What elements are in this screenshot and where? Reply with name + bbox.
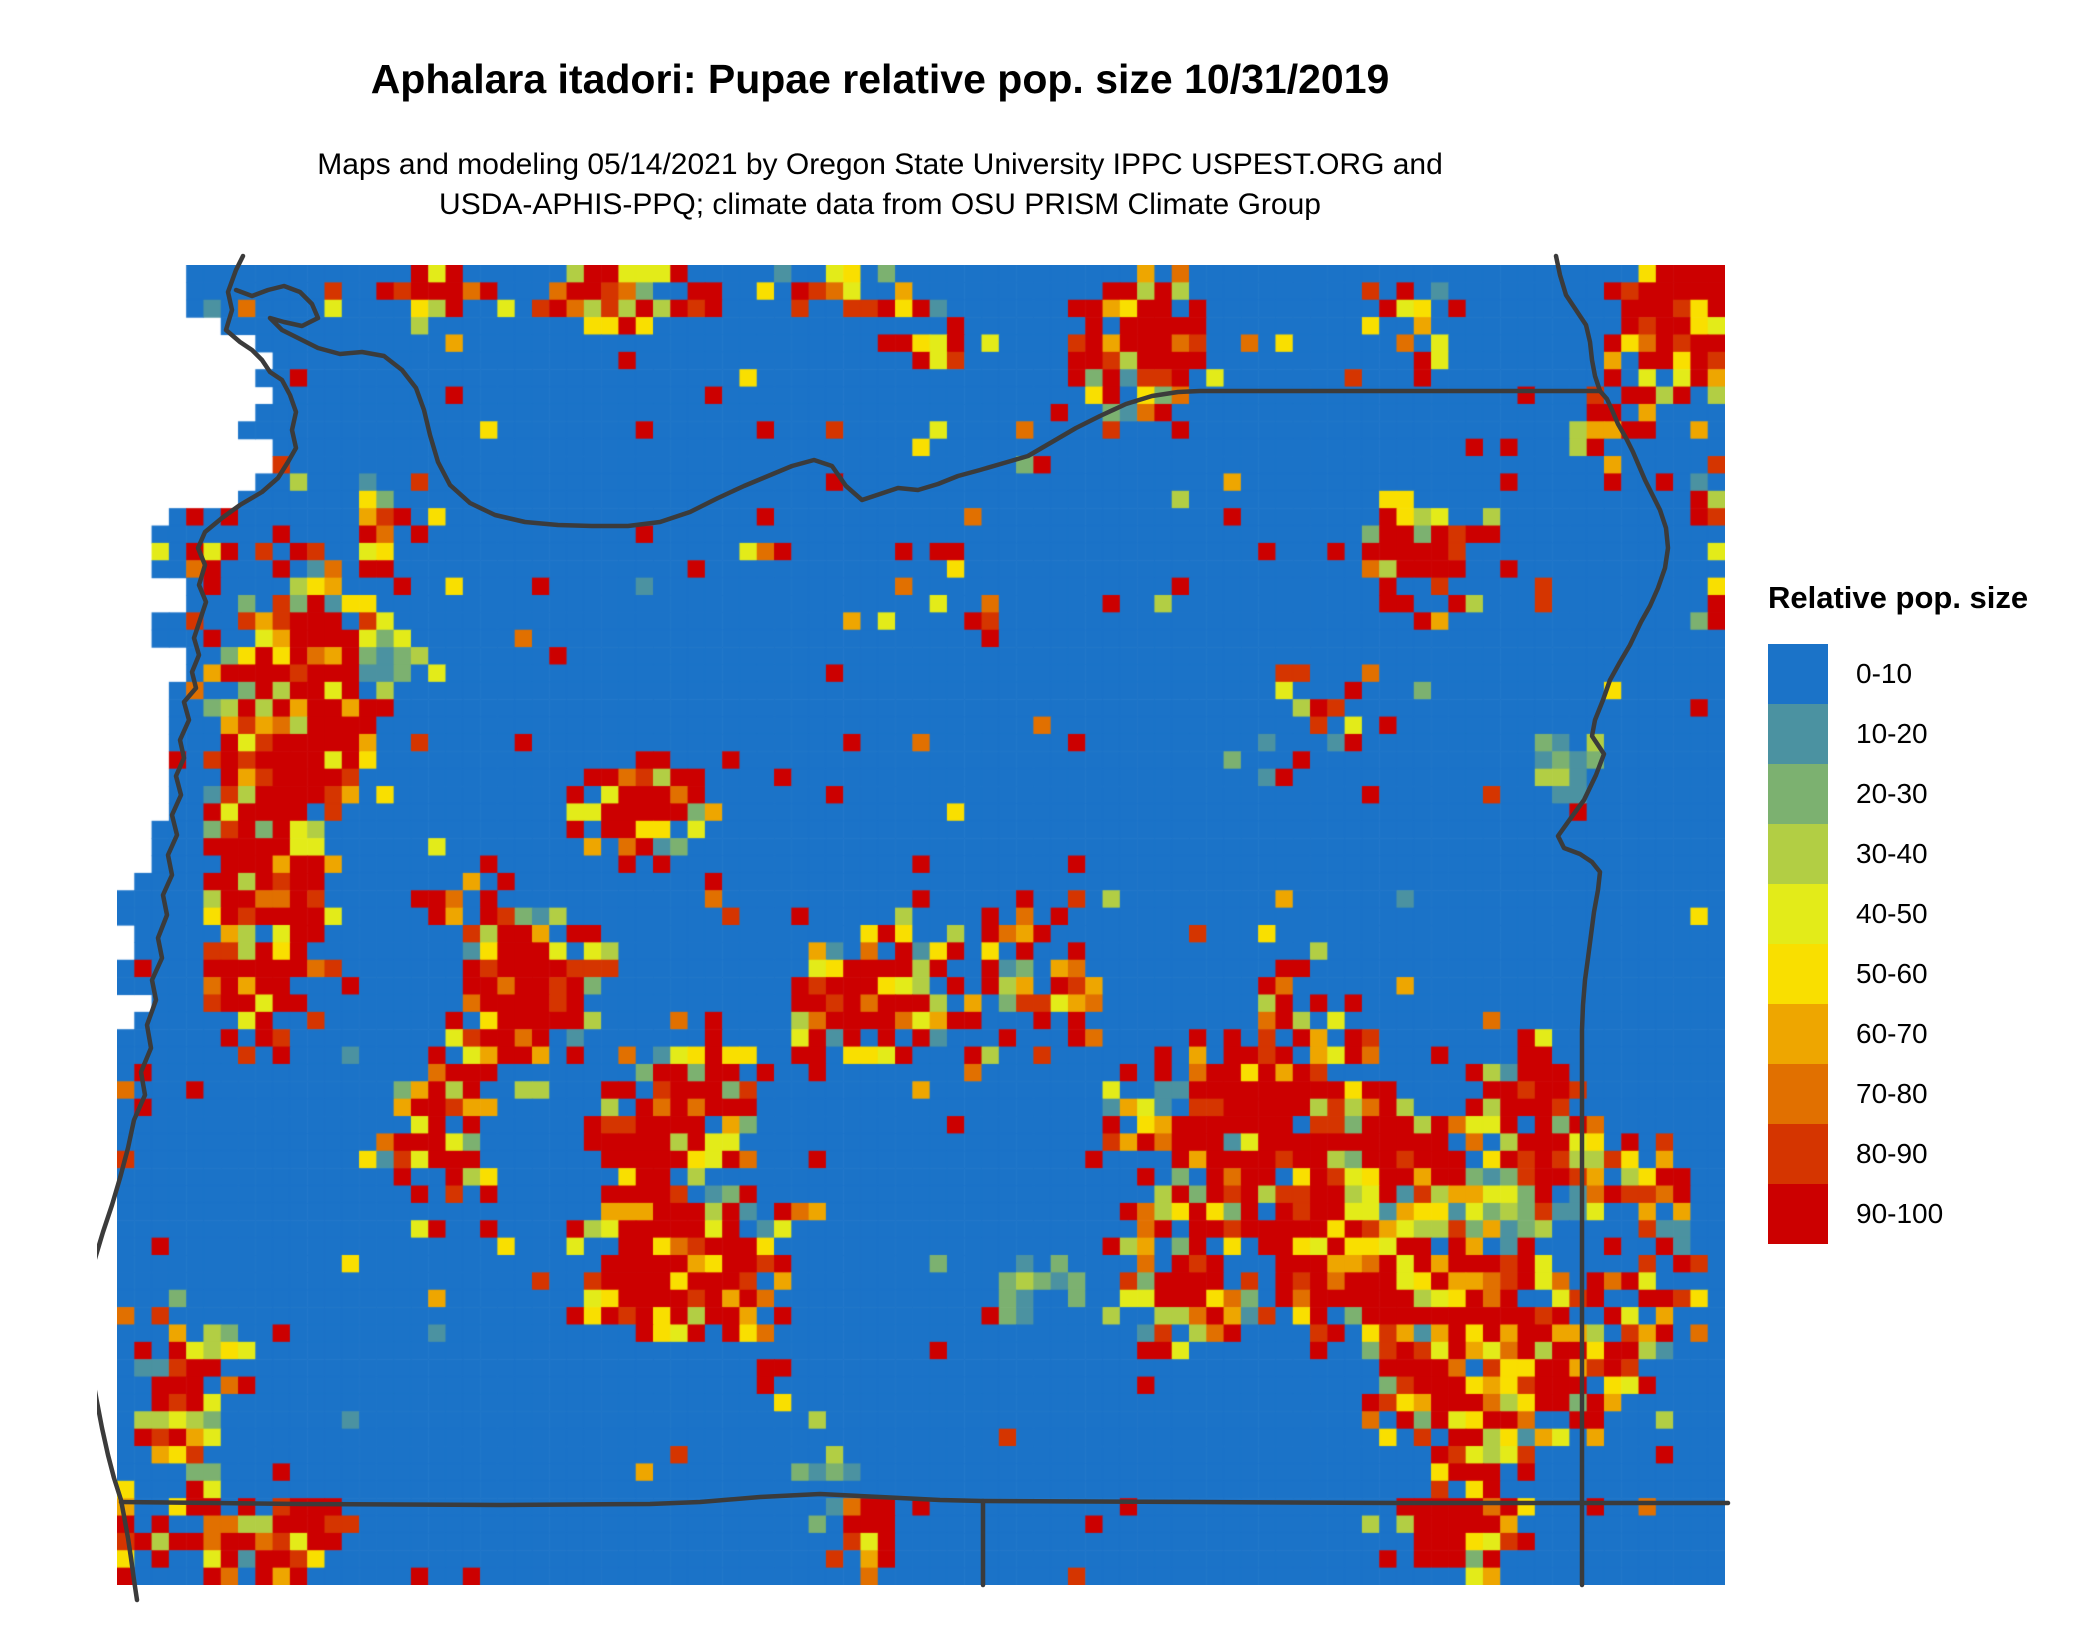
legend-label: 90-100: [1856, 1198, 1944, 1229]
legend-label: 10-20: [1856, 718, 1928, 749]
legend-item: 0-10: [1768, 644, 2088, 704]
legend-label: 60-70: [1856, 1018, 1928, 1049]
legend-item: 20-30: [1768, 764, 2088, 824]
legend-item: 60-70: [1768, 1004, 2088, 1064]
legend-items: 0-10 10-20 20-30 30-40 40-50 50-60 60-70 70-80 8…: [1768, 644, 2088, 1244]
legend-label: 20-30: [1856, 778, 1928, 809]
legend-item: 50-60: [1768, 944, 2088, 1004]
legend-label: 40-50: [1856, 898, 1928, 929]
legend-swatch: [1768, 824, 1828, 884]
legend-item: 10-20: [1768, 704, 2088, 764]
oregon-map: [97, 253, 1731, 1603]
legend-label: 80-90: [1856, 1138, 1928, 1169]
legend-title: Relative pop. size: [1768, 580, 2029, 615]
legend-item: 90-100: [1768, 1184, 2088, 1244]
legend-item: 70-80: [1768, 1064, 2088, 1124]
legend-swatch: [1768, 764, 1828, 824]
legend-label: 70-80: [1856, 1078, 1928, 1109]
legend-item: 40-50: [1768, 884, 2088, 944]
legend-swatch: [1768, 1004, 1828, 1064]
legend-swatch: [1768, 1064, 1828, 1124]
legend-swatch: [1768, 884, 1828, 944]
legend-label: 0-10: [1856, 658, 1913, 689]
population-raster-canvas: [117, 265, 1725, 1585]
legend-label: 30-40: [1856, 838, 1928, 869]
page-title: Aphalara itadori: Pupae relative pop. si…: [370, 56, 1390, 102]
legend-swatch: [1768, 1184, 1828, 1244]
page-subtitle-line1: Maps and modeling 05/14/2021 by Oregon S…: [317, 148, 1443, 181]
legend-item: 30-40: [1768, 824, 2088, 884]
page-subtitle-line2: USDA-APHIS-PPQ; climate data from OSU PR…: [439, 188, 1321, 221]
legend-label: 50-60: [1856, 958, 1928, 989]
legend-item: 80-90: [1768, 1124, 2088, 1184]
legend-swatch: [1768, 644, 1828, 704]
legend-swatch: [1768, 1124, 1828, 1184]
legend: Relative pop. size 0-10 10-20 20-30 30-40 40…: [1768, 580, 2088, 1244]
legend-swatch: [1768, 704, 1828, 764]
legend-swatch: [1768, 944, 1828, 1004]
